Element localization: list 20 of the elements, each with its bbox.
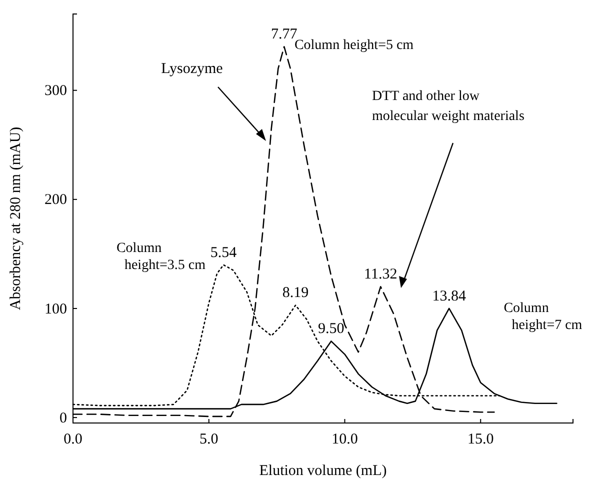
y-tick-label: 0 [60, 410, 67, 426]
x-tick-label: 15.0 [467, 432, 494, 448]
annotation: Lysozyme [161, 61, 224, 77]
y-axis-title: Absorbency at 280 nm (mAU) [8, 126, 24, 310]
series-label: Column height=5 cm [294, 38, 414, 53]
annotation: 8.19 [282, 285, 309, 302]
annotation: 5.54 [210, 244, 238, 261]
y-tick-label: 200 [44, 192, 67, 208]
annotation: DTT and other low molecular weight materials [372, 89, 524, 124]
x-tick-label: 0.0 [64, 432, 82, 448]
x-tick-label: 10.0 [332, 432, 358, 448]
x-tick-label: 5.0 [199, 432, 218, 448]
annotation: 11.32 [364, 266, 398, 283]
series-label: Column height=3.5 cm [116, 240, 206, 273]
annotation: 13.84 [432, 288, 466, 304]
x-axis-title: Elution volume (mL) [259, 463, 387, 479]
y-tick-label: 300 [44, 83, 67, 100]
y-tick-label: 100 [44, 301, 67, 318]
text: Column height=7 cm [504, 300, 582, 333]
annotation: 9.50 [318, 321, 344, 338]
